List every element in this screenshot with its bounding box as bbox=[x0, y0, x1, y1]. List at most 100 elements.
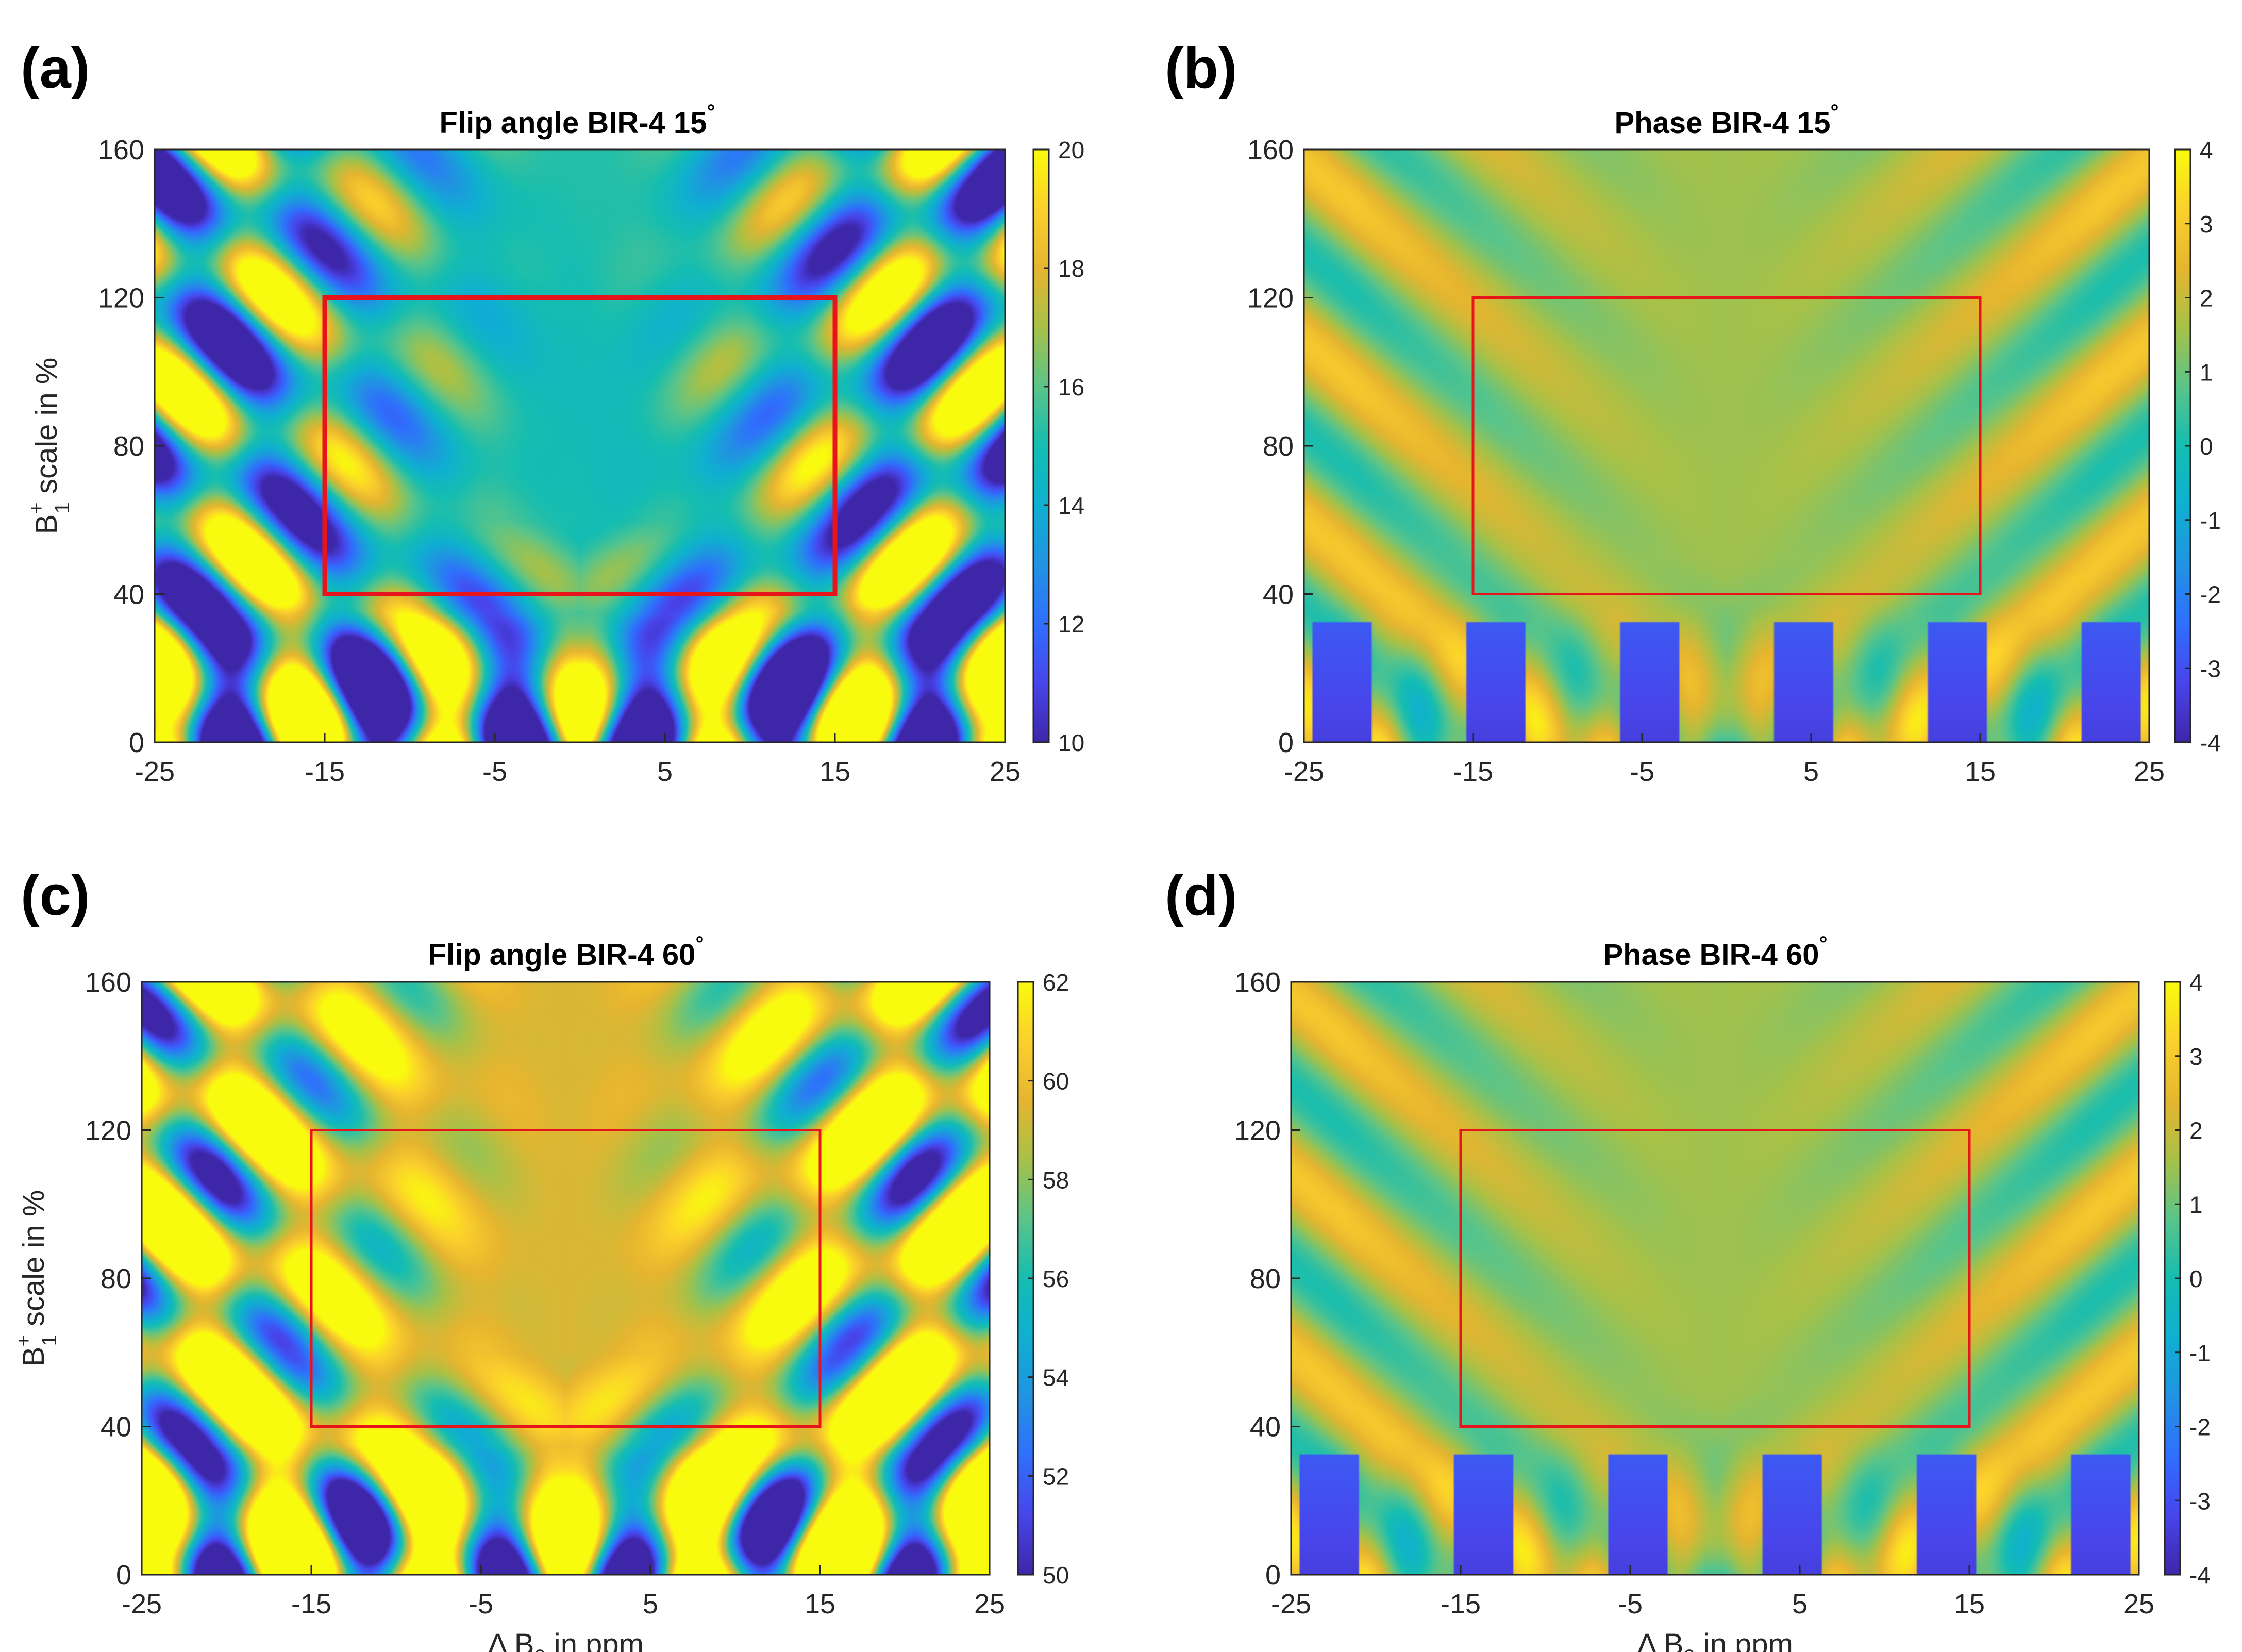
y-tick-label: 120 bbox=[85, 1115, 131, 1146]
x-tick-label: -5 bbox=[469, 1589, 493, 1620]
plot-title: Flip angle BIR-4 15° bbox=[440, 101, 715, 140]
panel-a: (a) Flip angle BIR-4 15° -25 -15 -5 5 15 25 0 40 8… bbox=[21, 37, 1084, 787]
x-tick-label: 15 bbox=[805, 1589, 835, 1620]
colorbar-tick-label: 4 bbox=[2189, 969, 2203, 996]
y-tick-label: 40 bbox=[113, 579, 144, 610]
y-tick-label: 0 bbox=[1265, 1560, 1281, 1591]
panel-b: (b)Phase BIR-4 15°-25 -15 -5 5 15 25040801201… bbox=[1165, 37, 2221, 787]
colorbar-tick-label: 1 bbox=[2189, 1191, 2203, 1218]
colorbar-frame bbox=[1032, 148, 1050, 743]
roi-rectangle bbox=[1471, 296, 1982, 595]
x-tick-label: 15 bbox=[1965, 756, 1996, 787]
colorbar-tick-label: 0 bbox=[2200, 433, 2213, 460]
x-tick-label: 15 bbox=[819, 756, 850, 787]
colorbar-tick-label: 62 bbox=[1043, 969, 1069, 996]
colorbar-tick-label: -2 bbox=[2189, 1414, 2211, 1441]
x-tick-label: -25 bbox=[122, 1589, 162, 1620]
x-tick-label: 5 bbox=[1792, 1589, 1808, 1620]
heatmap-image bbox=[1291, 982, 2139, 1575]
x-tick-label: -15 bbox=[1453, 756, 1493, 787]
plot-title-text: Flip angle BIR-4 15 bbox=[440, 106, 707, 140]
y-tick-label: 40 bbox=[101, 1412, 131, 1443]
colorbar-tick-label: 58 bbox=[1043, 1166, 1069, 1193]
colorbar-tick-label: -2 bbox=[2200, 581, 2221, 608]
panel-label: (c) bbox=[21, 864, 90, 927]
colorbar-tick-label: 56 bbox=[1043, 1265, 1069, 1292]
colorbar-tick-label: -1 bbox=[2189, 1340, 2211, 1366]
colorbar-tick-label: 12 bbox=[1058, 611, 1084, 638]
plot-title-text: Flip angle BIR-4 60 bbox=[428, 938, 696, 972]
x-tick-label: -15 bbox=[291, 1589, 331, 1620]
y-tick-label: 80 bbox=[1250, 1263, 1281, 1294]
plot-title: Phase BIR-4 60° bbox=[1603, 932, 1827, 972]
x-tick-label: -5 bbox=[482, 756, 507, 787]
colorbar-tick-label: 2 bbox=[2189, 1117, 2203, 1144]
degree-symbol: ° bbox=[1819, 932, 1828, 955]
x-tick-label: 25 bbox=[990, 756, 1020, 787]
plot-title-text: Phase BIR-4 15 bbox=[1614, 106, 1830, 140]
x-tick-label: 25 bbox=[974, 1589, 1005, 1620]
roi-rectangle bbox=[1459, 1129, 1971, 1428]
colorbar-tick-label: 50 bbox=[1043, 1562, 1069, 1589]
x-tick-label: -25 bbox=[135, 756, 175, 787]
y-tick-label: 160 bbox=[1247, 135, 1294, 165]
roi-rectangle bbox=[310, 1129, 822, 1428]
x-tick-label: 25 bbox=[2123, 1589, 2154, 1620]
plot-title: Flip angle BIR-4 60° bbox=[428, 932, 704, 972]
colorbar-tick-label: 4 bbox=[2200, 137, 2213, 163]
x-tick-label: 25 bbox=[2134, 756, 2165, 787]
colorbar bbox=[1033, 149, 1049, 742]
y-tick-label: 80 bbox=[1263, 431, 1294, 462]
heatmap-image bbox=[1304, 149, 2149, 742]
x-axis-label: Δ B0 in ppm bbox=[1637, 1628, 1793, 1652]
roi-rectangle bbox=[322, 295, 838, 596]
heatmap-image bbox=[155, 149, 1005, 742]
colorbar-tick-label: 14 bbox=[1058, 492, 1084, 519]
panel-d: (d)Phase BIR-4 60°-25 -15 -5 5 15 25040801201… bbox=[1165, 864, 2211, 1652]
colorbar-tick-label: 1 bbox=[2200, 359, 2213, 386]
colorbar-tick-label: 54 bbox=[1043, 1364, 1069, 1391]
y-tick-label: 120 bbox=[98, 283, 144, 314]
colorbar-tick-label: -4 bbox=[2189, 1562, 2211, 1589]
x-axis-label: Δ B0 in ppm bbox=[488, 1628, 644, 1652]
heatmap-image bbox=[142, 982, 990, 1575]
x-tick-label: 5 bbox=[1803, 756, 1819, 787]
colorbar-tick-label: -4 bbox=[2200, 729, 2221, 756]
y-tick-label: 0 bbox=[1278, 727, 1294, 758]
x-tick-label: -15 bbox=[1441, 1589, 1481, 1620]
panel-label: (d) bbox=[1165, 864, 1237, 927]
x-tick-label: -5 bbox=[1618, 1589, 1643, 1620]
colorbar-tick-label: 2 bbox=[2200, 285, 2213, 312]
colorbar-tick-label: 20 bbox=[1058, 137, 1084, 163]
x-tick-label: -15 bbox=[305, 756, 345, 787]
x-tick-label: 5 bbox=[643, 1589, 658, 1620]
y-tick-label: 80 bbox=[101, 1263, 131, 1294]
colorbar-tick-label: 18 bbox=[1058, 255, 1084, 282]
colorbar-tick-label: 3 bbox=[2200, 211, 2213, 238]
y-tick-label: 0 bbox=[129, 727, 144, 758]
degree-symbol: ° bbox=[695, 932, 704, 955]
y-tick-label: 160 bbox=[1234, 967, 1281, 998]
y-axis-label: B+ 1 scale in % bbox=[25, 358, 74, 535]
colorbar-tick-label: -3 bbox=[2200, 655, 2221, 682]
x-tick-label: 5 bbox=[657, 756, 673, 787]
x-tick-label: -25 bbox=[1271, 1589, 1311, 1620]
y-tick-label: 40 bbox=[1250, 1412, 1281, 1443]
panel-label: (b) bbox=[1165, 37, 1237, 100]
colorbar-tick-label: -1 bbox=[2200, 507, 2221, 534]
colorbar-tick-label: -3 bbox=[2189, 1488, 2211, 1514]
x-tick-label: -25 bbox=[1284, 756, 1324, 787]
y-tick-label: 40 bbox=[1263, 579, 1294, 610]
y-tick-label: 160 bbox=[98, 135, 144, 165]
colorbar-tick-label: 52 bbox=[1043, 1463, 1069, 1490]
colorbar-tick-label: 60 bbox=[1043, 1068, 1069, 1095]
colorbar-tick-label: 10 bbox=[1058, 729, 1084, 756]
y-tick-label: 160 bbox=[85, 967, 131, 998]
colorbar-tick-label: 0 bbox=[2189, 1265, 2203, 1292]
panel-c: (c) Flip angle BIR-4 60° -25 -15 -5 5 15 25 0 40 8… bbox=[12, 864, 1069, 1652]
panel-label: (a) bbox=[21, 37, 90, 100]
y-tick-label: 120 bbox=[1234, 1115, 1281, 1146]
colorbar-tick-label: 3 bbox=[2189, 1043, 2203, 1070]
y-tick-label: 80 bbox=[113, 431, 144, 462]
